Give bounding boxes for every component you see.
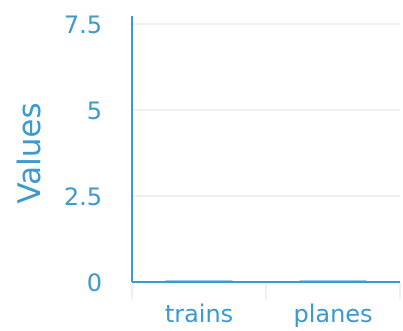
y-tick-label: 7.5 xyxy=(64,11,102,39)
axis-layer xyxy=(131,16,400,283)
y-tick-label: 0 xyxy=(87,269,102,297)
y-axis-title: Values xyxy=(12,102,48,203)
x-tick-label: trains xyxy=(165,300,233,328)
grid-layer xyxy=(131,23,401,300)
label-layer: 0 2.5 5 7.5 trains planes Values xyxy=(12,11,373,328)
y-tick-label: 5 xyxy=(87,97,102,125)
y-tick-label: 2.5 xyxy=(64,183,102,211)
x-tick-label: planes xyxy=(293,300,372,328)
